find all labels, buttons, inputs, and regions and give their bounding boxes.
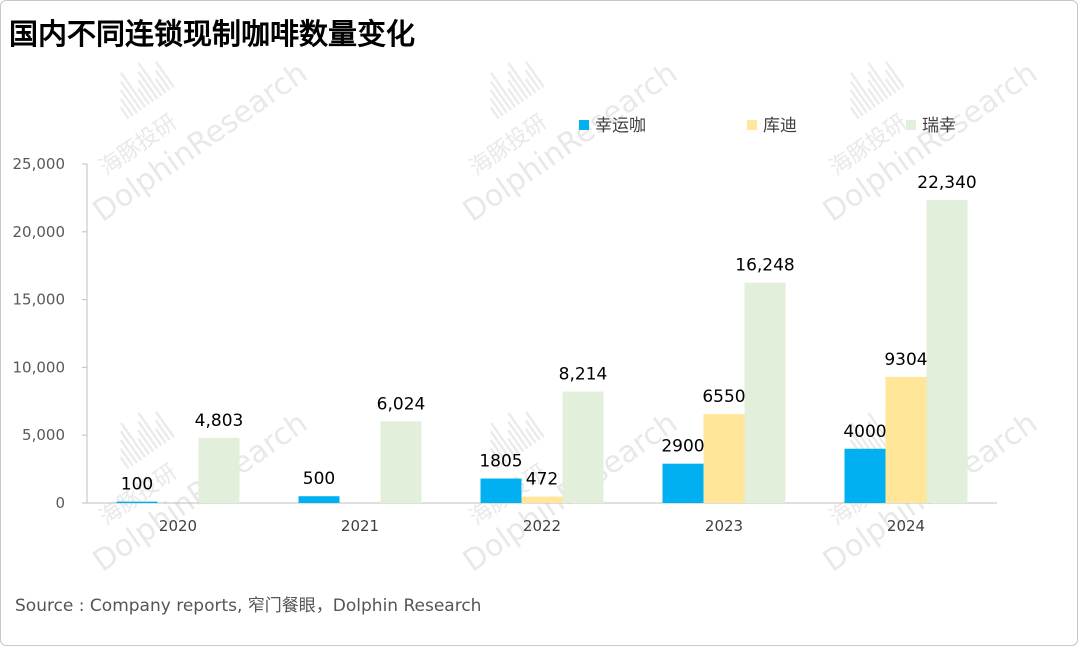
data-label: 6,024 <box>377 394 426 414</box>
data-label: 9304 <box>884 350 927 370</box>
legend-swatch <box>747 120 757 130</box>
x-tick-label: 2023 <box>705 517 743 535</box>
source-note: Source : Company reports, 窄门餐眼，Dolphin R… <box>15 596 482 616</box>
bar-2023-0 <box>662 463 704 503</box>
x-tick-label: 2022 <box>523 517 561 535</box>
data-label: 100 <box>121 475 153 495</box>
bar-2024-2 <box>926 200 968 504</box>
data-label: 6550 <box>702 387 745 407</box>
legend-swatch <box>906 120 916 130</box>
bar-2021-0 <box>298 496 340 503</box>
bar-2020-2 <box>198 437 240 503</box>
y-tick-label: 25,000 <box>13 155 66 173</box>
y-tick-label: 5,000 <box>22 426 65 444</box>
bar-2020-0 <box>116 501 158 503</box>
bar-2023-2 <box>744 282 786 503</box>
data-label: 4,803 <box>195 411 244 431</box>
data-label: 22,340 <box>917 173 976 193</box>
data-label: 8,214 <box>559 365 608 385</box>
chart-title: 国内不同连锁现制咖啡数量变化 <box>9 17 416 51</box>
legend-label: 幸运咖 <box>595 116 646 136</box>
data-label: 4000 <box>843 422 886 442</box>
x-tick-label: 2024 <box>887 517 925 535</box>
data-label: 16,248 <box>735 256 794 276</box>
bar-2023-1 <box>703 414 745 503</box>
y-tick-label: 10,000 <box>13 358 66 376</box>
y-tick-label: 20,000 <box>13 223 66 241</box>
bar-2022-1 <box>521 496 563 503</box>
data-label: 2900 <box>661 437 704 457</box>
legend-label: 库迪 <box>763 116 797 136</box>
y-tick-label: 15,000 <box>13 291 66 309</box>
x-tick-label: 2020 <box>159 517 197 535</box>
data-label: 472 <box>526 470 558 490</box>
bar-2022-0 <box>480 478 522 503</box>
data-label: 1805 <box>479 452 522 472</box>
legend-label: 瑞幸 <box>922 116 956 136</box>
bar-2022-2 <box>562 391 604 503</box>
bar-2024-0 <box>844 448 886 503</box>
y-tick-label: 0 <box>55 494 65 512</box>
legend-swatch <box>579 120 589 130</box>
bar-2021-2 <box>380 421 422 503</box>
data-label: 500 <box>303 469 335 489</box>
bar-2024-1 <box>885 376 927 503</box>
x-tick-label: 2021 <box>341 517 379 535</box>
